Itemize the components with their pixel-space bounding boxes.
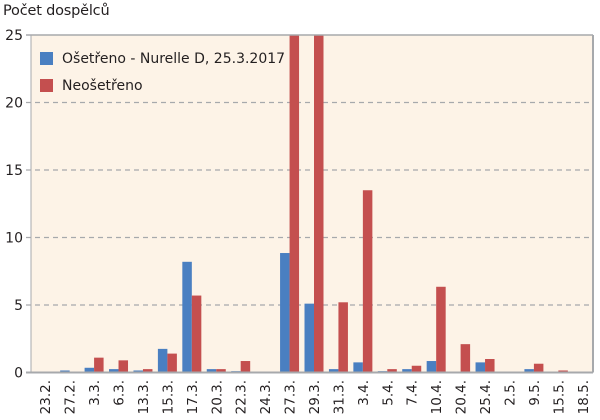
bar-treated — [426, 361, 437, 373]
x-tick-label: 20.4. — [454, 380, 470, 414]
y-tick-label: 0 — [14, 366, 23, 382]
x-tick-label: 3.4. — [356, 380, 372, 406]
bars — [60, 35, 568, 373]
y-tick-label: 5 — [14, 298, 23, 314]
x-tick-label: 15.5. — [551, 380, 567, 414]
x-tick-label: 22.3. — [234, 380, 250, 414]
bar-treated — [304, 303, 314, 373]
bar-untreated — [191, 295, 202, 373]
x-tick-label: 6.3. — [112, 380, 128, 406]
legend-item-untreated: Neošetřeno — [40, 72, 285, 99]
bar-untreated — [533, 363, 544, 373]
bar-treated — [280, 253, 290, 373]
bar-treated — [475, 362, 486, 373]
legend-label-treated: Ošetřeno - Nurelle D, 25.3.2017 — [62, 50, 286, 67]
y-tick-label: 15 — [5, 163, 23, 179]
x-tick-label: 7.4. — [405, 380, 421, 406]
x-tick-label: 5.4. — [380, 380, 396, 406]
bar-untreated — [411, 365, 422, 373]
bar-untreated — [338, 302, 348, 373]
x-tick-label: 15.3. — [160, 380, 176, 414]
bar-untreated — [314, 35, 324, 373]
bar-treated — [109, 369, 119, 373]
legend-label-untreated: Neošetřeno — [62, 77, 143, 94]
y-axis-title: Počet dospělců — [3, 3, 110, 19]
bar-untreated — [558, 370, 568, 373]
x-tick-label: 20.3. — [209, 380, 225, 414]
bar-treated — [524, 369, 534, 373]
x-tick-label: 10.4. — [429, 380, 445, 414]
bar-untreated — [216, 369, 226, 373]
x-tick-label: 2.5. — [502, 380, 518, 406]
x-tick-label: 29.3. — [307, 380, 323, 414]
bar-untreated — [167, 353, 177, 373]
bar-untreated — [485, 359, 495, 373]
x-tick-label: 27.3. — [283, 380, 299, 414]
y-tick-label: 25 — [5, 28, 23, 44]
x-tick-label: 3.3. — [87, 380, 103, 406]
x-tick-label: 24.3. — [258, 380, 274, 414]
bar-untreated — [289, 35, 300, 373]
bar-treated — [60, 370, 70, 373]
bar-untreated — [387, 369, 397, 373]
x-tick-label: 17.3. — [185, 380, 201, 414]
x-tick-label: 31.3. — [331, 380, 347, 414]
y-tick-label: 20 — [5, 96, 23, 112]
bar-treated — [133, 370, 143, 373]
y-tick-label: 10 — [5, 231, 23, 247]
x-tick-label: 13.3. — [136, 380, 152, 414]
bar-treated — [328, 369, 339, 373]
bar-untreated — [142, 369, 153, 373]
legend-swatch-red — [40, 79, 53, 92]
bar-untreated — [240, 361, 251, 373]
legend-item-treated: Ošetřeno - Nurelle D, 25.3.2017 — [40, 45, 285, 72]
x-tick-label: 23.2. — [38, 380, 54, 414]
bar-treated — [84, 367, 95, 373]
x-tick-label: 18.5. — [576, 380, 592, 414]
bar-treated — [353, 362, 363, 373]
bar-treated — [402, 369, 412, 373]
legend-swatch-blue — [40, 52, 53, 65]
legend: Ošetřeno - Nurelle D, 25.3.2017 Neošetře… — [40, 45, 285, 99]
x-tick-label: 27.2. — [63, 380, 79, 414]
bar-untreated — [460, 344, 471, 373]
bar-untreated — [362, 190, 373, 373]
bar-untreated — [436, 286, 446, 373]
bar-treated — [157, 348, 168, 373]
x-tick-label: 9.5. — [527, 380, 543, 406]
bar-untreated — [94, 357, 104, 373]
x-tick-label: 25.4. — [478, 380, 494, 414]
bar-treated — [182, 261, 192, 373]
bar-treated — [206, 369, 217, 373]
bar-untreated — [118, 360, 129, 373]
